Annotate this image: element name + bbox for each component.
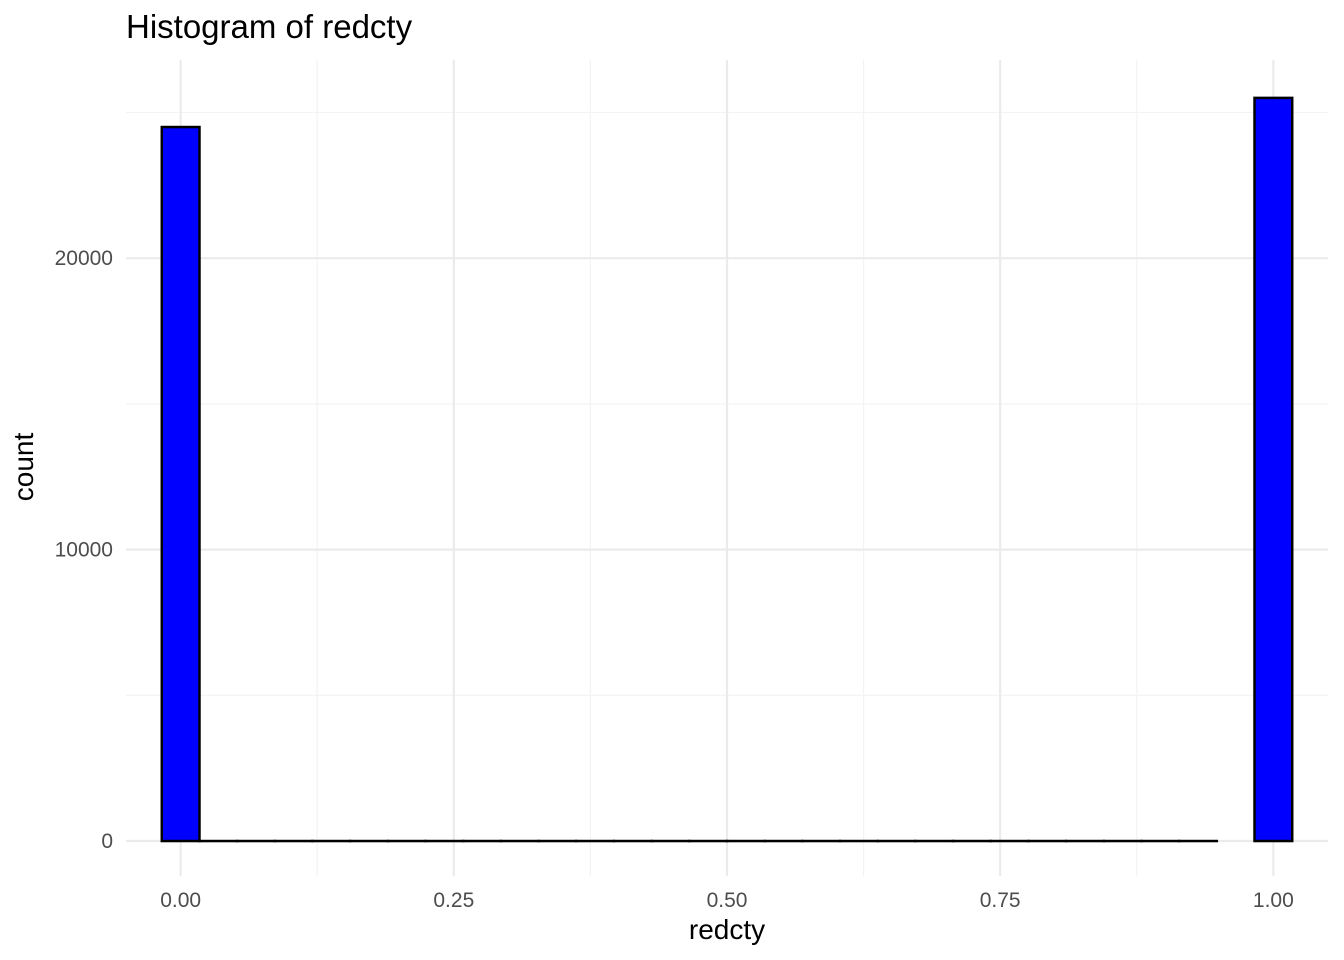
x-tick-label: 0.50 xyxy=(707,889,748,912)
x-axis-ticks: 0.00 0.25 0.50 0.75 1.00 xyxy=(160,889,1294,912)
y-axis-ticks: 0 10000 20000 xyxy=(55,247,113,853)
chart-title: Histogram of redcty xyxy=(126,8,413,45)
x-tick-label: 0.25 xyxy=(433,889,474,912)
x-tick-label: 1.00 xyxy=(1253,889,1294,912)
x-tick-label: 0.00 xyxy=(160,889,201,912)
y-tick-label: 0 xyxy=(101,830,113,853)
y-tick-label: 20000 xyxy=(55,247,113,270)
grid-lines xyxy=(126,60,1328,876)
histogram-bars xyxy=(160,96,1294,843)
y-tick-label: 10000 xyxy=(55,539,113,562)
histogram-bar xyxy=(160,125,201,843)
x-tick-label: 0.75 xyxy=(980,889,1021,912)
y-axis-title: count xyxy=(8,433,39,502)
histogram-bar xyxy=(1253,96,1294,843)
x-axis-title: redcty xyxy=(689,914,765,945)
